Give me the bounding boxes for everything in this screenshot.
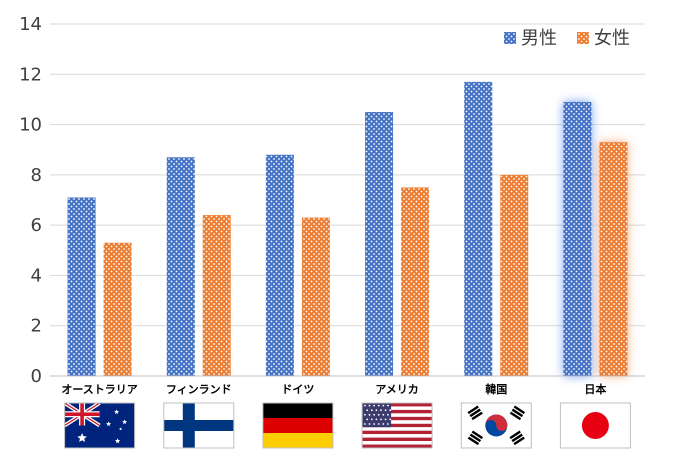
legend: 男性 女性	[504, 28, 630, 49]
bars	[67, 81, 628, 376]
australia-flag	[63, 401, 136, 449]
y-tick-label: 6	[31, 215, 42, 236]
category-label: 日本	[584, 382, 606, 396]
y-tick-label: 10	[19, 115, 42, 136]
y-axis-ticks: 0 2 4 6 8 10 12 14	[19, 14, 42, 387]
y-tick-label: 2	[31, 316, 42, 337]
y-tick-label: 4	[31, 265, 42, 286]
bar-male-4	[464, 81, 493, 376]
bar-male-3	[365, 112, 394, 376]
category-label: 韓国	[485, 382, 507, 396]
bar-female-5	[599, 142, 628, 376]
y-tick-label: 12	[19, 64, 42, 85]
bar-male-0	[67, 197, 96, 376]
category-label: オーストラリア	[61, 383, 137, 396]
category-label: アメリカ	[375, 383, 418, 396]
legend-label-female: 女性	[594, 28, 630, 49]
bar-male-5	[563, 101, 592, 376]
bar-male-1	[166, 157, 195, 376]
bar-female-2	[301, 217, 330, 376]
japan-flag	[559, 402, 631, 449]
legend-label-male: 男性	[521, 28, 557, 49]
flags	[63, 401, 631, 449]
finland-flag	[163, 402, 235, 449]
usa-flag	[361, 402, 433, 449]
legend-swatch-male	[504, 32, 516, 44]
germany-flag	[262, 402, 334, 449]
gridlines	[50, 23, 645, 327]
y-tick-label: 8	[31, 165, 42, 186]
bar-female-1	[202, 215, 231, 376]
category-label: ドイツ	[281, 383, 314, 396]
y-tick-label: 14	[19, 14, 42, 35]
category-label: フィンランド	[166, 383, 232, 396]
korea-flag	[460, 402, 532, 449]
bar-female-3	[401, 187, 430, 376]
legend-swatch-female	[577, 32, 589, 44]
bar-female-4	[500, 174, 529, 376]
category-labels: オーストラリア フィンランド ドイツ アメリカ 韓国 日本	[61, 382, 606, 396]
y-tick-label: 0	[31, 366, 42, 387]
bar-male-2	[265, 154, 294, 376]
bar-female-0	[103, 242, 132, 376]
